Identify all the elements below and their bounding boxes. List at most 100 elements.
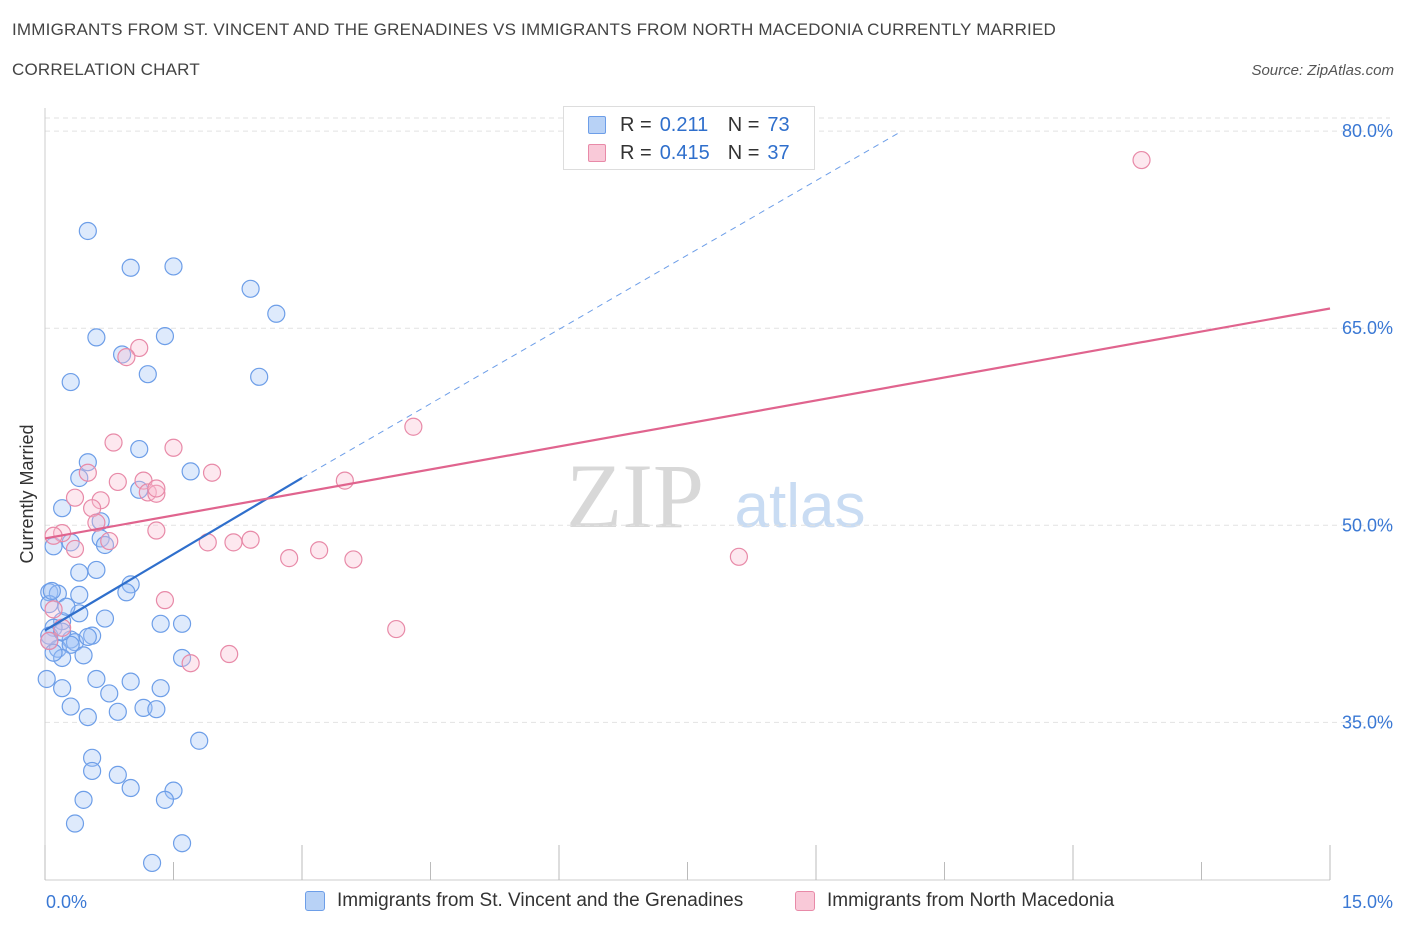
stats-legend-row-1: R = 0.211 N = 73 xyxy=(588,113,790,137)
point-st-vincent xyxy=(65,814,85,833)
trend-line-north-macedonia xyxy=(44,307,1331,540)
point-north-macedonia xyxy=(65,539,85,559)
point-st-vincent xyxy=(53,648,72,668)
point-st-vincent xyxy=(78,627,97,647)
trend-line-st-vincent-extension xyxy=(301,130,902,479)
point-north-macedonia xyxy=(729,547,749,566)
point-north-macedonia xyxy=(40,631,59,650)
point-st-vincent xyxy=(108,702,127,721)
point-st-vincent xyxy=(37,669,56,689)
stats-legend-row-2: R = 0.415 N = 37 xyxy=(588,141,790,165)
point-north-macedonia xyxy=(108,472,127,492)
point-north-macedonia xyxy=(202,463,222,482)
point-st-vincent xyxy=(172,834,192,853)
point-st-vincent xyxy=(83,761,102,781)
point-st-vincent xyxy=(147,700,166,719)
n-label: N = xyxy=(727,113,760,136)
point-st-vincent xyxy=(151,614,170,633)
point-st-vincent xyxy=(70,563,89,582)
x-tick-label-max: 15.0% xyxy=(1342,892,1393,912)
source-label: Source: ZipAtlas.com xyxy=(1251,62,1394,79)
r-label: R = xyxy=(620,113,652,136)
legend-label-series-1: Immigrants from St. Vincent and the Gren… xyxy=(337,890,744,911)
legend-swatch-series-1 xyxy=(305,891,325,911)
point-st-vincent xyxy=(164,257,183,276)
point-north-macedonia xyxy=(130,338,149,358)
point-st-vincent xyxy=(151,679,170,698)
legend-item-series-1: Immigrants from St. Vincent and the Gren… xyxy=(305,888,743,914)
point-st-vincent xyxy=(53,679,72,698)
point-st-vincent xyxy=(267,304,286,323)
point-north-macedonia xyxy=(100,531,119,551)
point-st-vincent xyxy=(181,462,200,481)
n-value: 37 xyxy=(767,141,790,164)
point-st-vincent xyxy=(108,765,127,784)
point-st-vincent xyxy=(138,365,157,384)
point-north-macedonia xyxy=(83,499,102,518)
point-north-macedonia xyxy=(147,521,166,540)
chart-title-line2: CORRELATION CHART xyxy=(12,60,200,79)
point-st-vincent xyxy=(87,328,106,347)
point-north-macedonia xyxy=(1132,150,1151,170)
point-north-macedonia xyxy=(104,433,123,452)
point-st-vincent xyxy=(61,372,80,392)
point-north-macedonia xyxy=(117,348,136,367)
point-north-macedonia xyxy=(310,541,329,560)
point-st-vincent xyxy=(121,672,140,691)
point-st-vincent xyxy=(74,790,93,809)
point-north-macedonia xyxy=(224,533,243,552)
point-st-vincent xyxy=(130,439,149,459)
watermark-zip: ZIP xyxy=(566,445,704,547)
point-north-macedonia xyxy=(344,550,363,569)
point-st-vincent xyxy=(172,648,192,668)
point-north-macedonia xyxy=(280,549,299,568)
trend-line-st-vincent xyxy=(44,477,303,632)
point-north-macedonia xyxy=(241,530,260,549)
point-st-vincent xyxy=(155,790,175,809)
n-value: 73 xyxy=(767,113,790,136)
point-st-vincent xyxy=(42,581,61,601)
y-tick-label: 65.0% xyxy=(1342,318,1393,338)
n-label: N = xyxy=(727,141,760,164)
point-st-vincent xyxy=(61,697,80,716)
point-st-vincent xyxy=(53,499,72,518)
stats-legend: R = 0.211 N = 73 R = 0.415 N = 37 xyxy=(563,106,815,170)
legend-item-series-2: Immigrants from North Macedonia xyxy=(795,888,1114,914)
series-2-swatch xyxy=(588,144,606,162)
point-north-macedonia xyxy=(155,591,175,610)
point-st-vincent xyxy=(121,778,140,798)
point-st-vincent xyxy=(61,635,80,654)
series-1-swatch xyxy=(588,116,606,134)
point-st-vincent xyxy=(78,221,97,241)
point-st-vincent xyxy=(83,748,102,767)
point-north-macedonia xyxy=(181,654,200,673)
point-north-macedonia xyxy=(44,600,63,619)
watermark-atlas: atlas xyxy=(735,472,866,541)
point-north-macedonia xyxy=(147,479,166,498)
legend-swatch-series-2 xyxy=(795,891,815,911)
point-st-vincent xyxy=(117,583,136,602)
chart-title-line1: IMMIGRANTS FROM ST. VINCENT AND THE GREN… xyxy=(12,20,1056,39)
point-st-vincent xyxy=(250,367,269,386)
point-st-vincent xyxy=(78,453,97,472)
point-st-vincent xyxy=(155,326,175,346)
point-st-vincent xyxy=(44,643,63,662)
point-st-vincent xyxy=(87,560,106,580)
point-north-macedonia xyxy=(53,618,72,637)
point-st-vincent xyxy=(190,731,209,750)
r-value: 0.415 xyxy=(659,141,710,164)
point-st-vincent xyxy=(95,609,115,628)
point-st-vincent xyxy=(74,646,93,665)
point-north-macedonia xyxy=(78,463,97,482)
point-north-macedonia xyxy=(164,438,183,457)
y-tick-label: 50.0% xyxy=(1342,515,1393,535)
x-tick-label-min: 0.0% xyxy=(46,892,87,912)
point-st-vincent xyxy=(70,468,89,488)
y-axis-label: Currently Married xyxy=(17,424,37,563)
point-north-macedonia xyxy=(147,484,166,503)
point-st-vincent xyxy=(53,622,72,641)
legend-label-series-2: Immigrants from North Macedonia xyxy=(827,890,1115,911)
point-north-macedonia xyxy=(87,513,106,532)
r-label: R = xyxy=(620,141,652,164)
